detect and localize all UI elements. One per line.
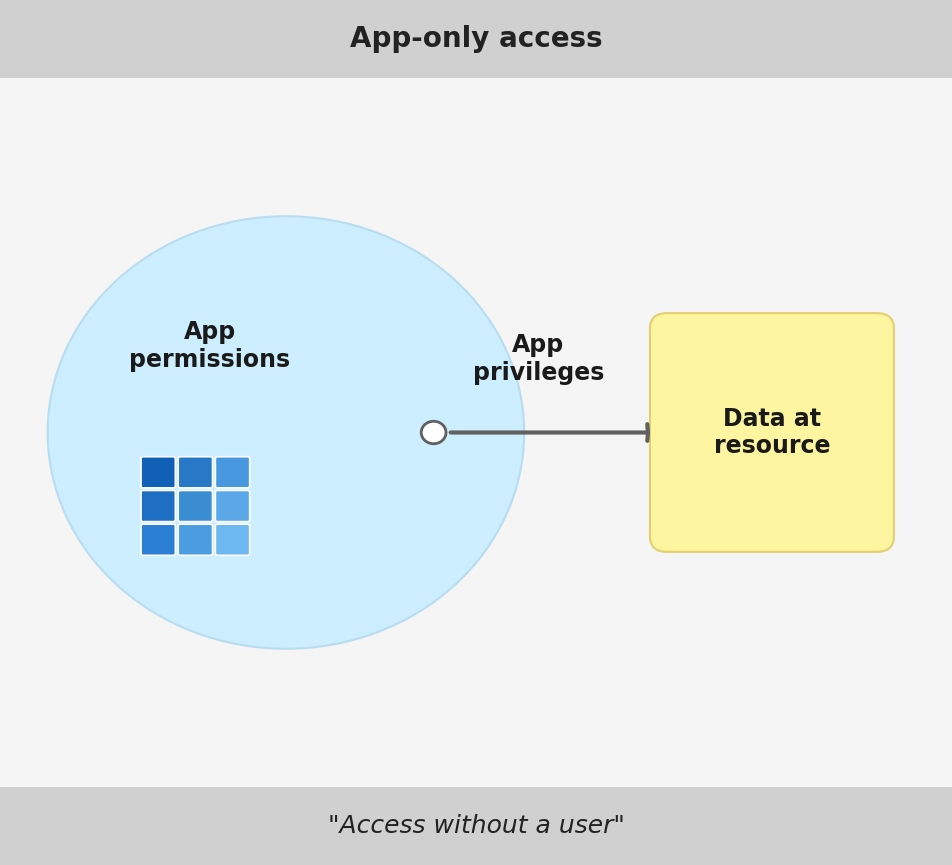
Circle shape: [48, 216, 524, 649]
Circle shape: [421, 421, 446, 444]
FancyBboxPatch shape: [215, 457, 249, 488]
FancyBboxPatch shape: [178, 524, 212, 555]
Bar: [0, 78, 952, 787]
FancyBboxPatch shape: [178, 457, 212, 488]
Text: App-only access: App-only access: [349, 25, 603, 53]
Text: Data at
resource: Data at resource: [713, 407, 829, 458]
Bar: [0, 787, 952, 865]
FancyBboxPatch shape: [215, 490, 249, 522]
FancyBboxPatch shape: [215, 524, 249, 555]
FancyBboxPatch shape: [141, 490, 175, 522]
Text: App
privileges: App privileges: [472, 333, 604, 385]
FancyBboxPatch shape: [141, 457, 175, 488]
Text: "Access without a user": "Access without a user": [327, 814, 625, 838]
FancyBboxPatch shape: [141, 524, 175, 555]
Bar: [0, 0, 952, 78]
Text: App
permissions: App permissions: [129, 320, 290, 372]
FancyBboxPatch shape: [178, 490, 212, 522]
FancyBboxPatch shape: [649, 313, 893, 552]
